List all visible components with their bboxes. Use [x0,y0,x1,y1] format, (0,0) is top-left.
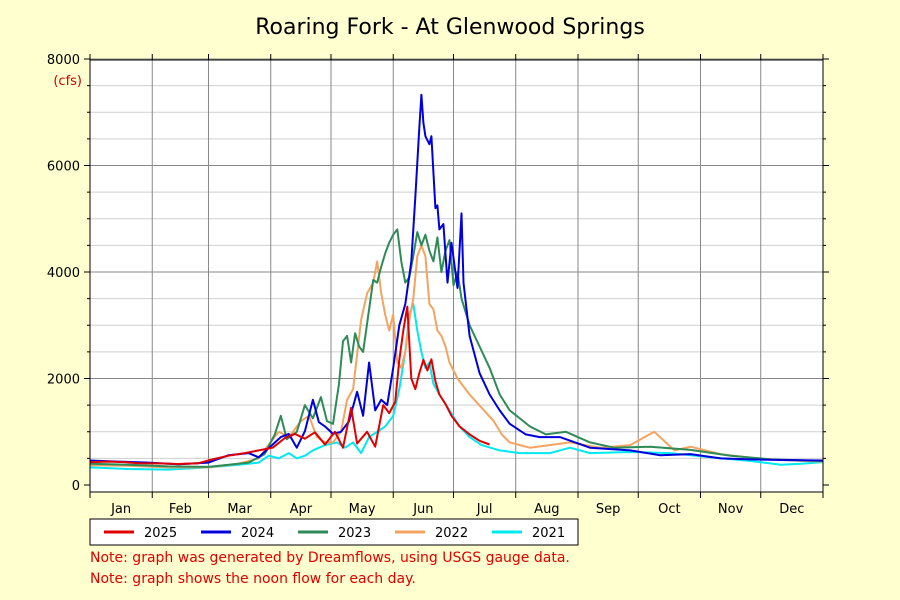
y-tick-label: 2000 [47,373,80,388]
series-line-2025 [89,305,490,465]
month-label: Jan [110,502,131,517]
y-tick-label: 4000 [47,266,80,281]
month-label: Oct [658,502,680,517]
month-label: Sep [596,502,621,517]
month-label: Jun [412,502,433,517]
month-label: Jul [476,502,493,517]
y-tick-label: 0 [72,479,80,494]
note-source: Note: graph was generated by Dreamflows,… [90,550,570,566]
chart-title: Roaring Fork - At Glenwood Springs [255,15,645,40]
series-line-2022 [89,244,824,469]
legend-label-2022: 2022 [435,526,468,541]
y-tick-label: 8000 [47,53,80,68]
y-tick-label: 6000 [47,160,80,175]
series-layer [89,93,824,471]
note-noon-flow: Note: graph shows the noon flow for each… [90,571,416,587]
month-label: Apr [290,502,313,517]
plot-frame [89,59,824,493]
x-axis: Jan Feb Mar Apr May Jun Jul Aug Sep Oct Nov Dec [89,54,824,517]
month-label: Aug [534,502,559,517]
series-line-2024 [89,93,824,466]
month-label: Nov [718,502,744,517]
month-label: Feb [169,502,192,517]
legend-label-2024: 2024 [241,526,274,541]
y-axis-unit: (cfs) [53,74,82,89]
month-label: Mar [227,502,252,517]
month-label: May [349,502,376,517]
month-label: Dec [779,502,804,517]
legend-label-2023: 2023 [338,526,371,541]
series-line-2023 [89,228,824,468]
legend-items: 2025 2024 2023 2022 2021 [104,526,565,541]
legend-label-2021: 2021 [532,526,565,541]
y-axis: 0 2000 4000 6000 8000 [47,53,829,494]
legend-label-2025: 2025 [144,526,177,541]
legend: 2025 2024 2023 2022 2021 [89,518,579,546]
